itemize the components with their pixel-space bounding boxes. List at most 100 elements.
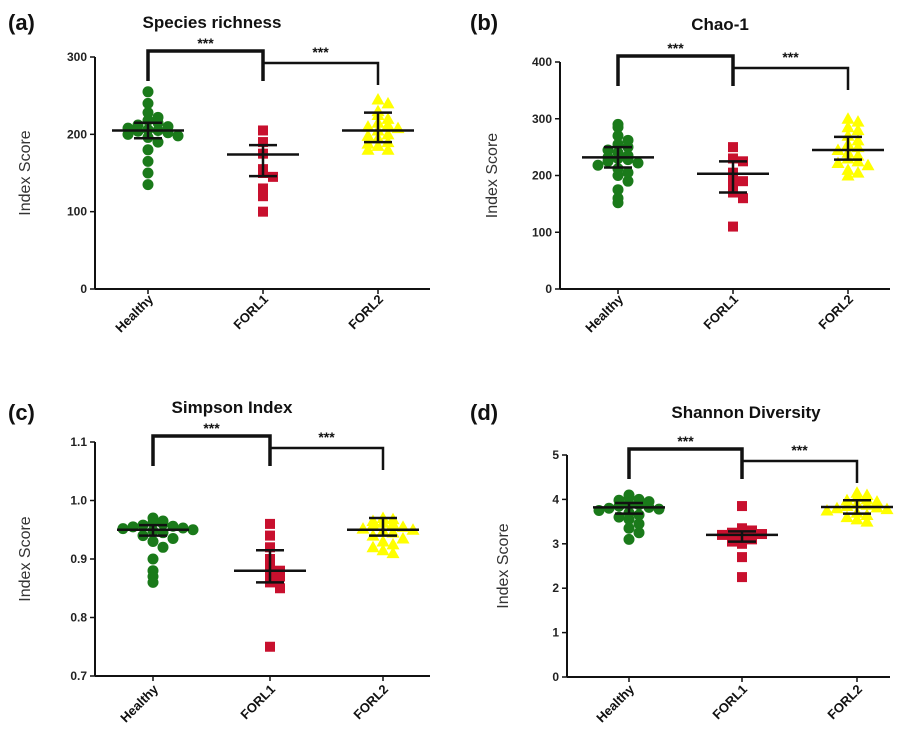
- data-point: [258, 125, 268, 136]
- panel-title: Shannon Diversity: [671, 403, 821, 422]
- data-point: [632, 157, 644, 169]
- data-point: [622, 154, 634, 166]
- data-point: [728, 142, 738, 153]
- panel-title: Species richness: [143, 13, 282, 32]
- data-point: [275, 583, 285, 594]
- significance-label: ***: [312, 44, 329, 60]
- data-point: [275, 571, 285, 582]
- panel-letter: (d): [470, 400, 498, 425]
- x-tick-label: Healthy: [117, 681, 161, 725]
- data-point: [737, 523, 747, 534]
- series-forl2: [812, 112, 884, 181]
- data-point: [162, 127, 174, 139]
- data-point: [860, 515, 874, 527]
- y-tick-label: 4: [552, 492, 559, 506]
- series-forl2: [342, 93, 414, 155]
- y-tick-label: 1.1: [70, 435, 87, 449]
- x-tick-label: FORL2: [824, 682, 865, 723]
- data-point: [633, 527, 645, 539]
- data-point: [147, 535, 159, 547]
- significance-brackets: *** ***: [151, 420, 385, 470]
- data-point: [381, 112, 395, 124]
- significance-brackets: *** ***: [146, 35, 380, 85]
- data-point: [612, 121, 624, 133]
- data-point: [612, 197, 624, 209]
- series-healthy: [582, 118, 654, 209]
- x-tick-label: FORL1: [237, 682, 278, 723]
- series-forl2: [820, 486, 894, 527]
- data-point: [653, 503, 665, 515]
- data-point: [356, 522, 370, 534]
- data-point: [361, 129, 375, 141]
- x-tick-label: FORL2: [350, 682, 391, 723]
- data-point: [371, 93, 385, 105]
- y-tick-label: 300: [532, 112, 552, 126]
- data-point: [612, 184, 624, 196]
- data-point: [851, 133, 865, 146]
- series-forl1: [234, 518, 306, 652]
- data-point: [142, 97, 154, 109]
- y-tick-label: 2: [552, 581, 559, 595]
- y-tick-label: 3: [552, 537, 559, 551]
- data-point: [361, 143, 375, 155]
- data-point: [622, 167, 634, 179]
- data-point: [880, 502, 894, 515]
- significance-label: ***: [677, 433, 694, 449]
- data-point: [396, 532, 410, 544]
- significance-label: ***: [203, 420, 220, 436]
- data-point: [381, 143, 395, 155]
- data-point: [612, 130, 624, 142]
- x-tick-label: Healthy: [582, 291, 626, 335]
- data-point: [361, 120, 375, 132]
- data-point: [258, 183, 268, 194]
- data-point: [142, 144, 154, 156]
- y-axis-label: Index Score: [17, 516, 34, 601]
- bracket-forl1-forl2: [742, 459, 859, 483]
- series-forl1: [706, 501, 778, 583]
- x-tick-label: FORL1: [709, 682, 750, 723]
- x-tick-label: FORL2: [345, 292, 386, 333]
- panel-letter: (c): [8, 400, 35, 425]
- significance-label: ***: [782, 49, 799, 65]
- x-tick-label: Healthy: [593, 681, 637, 725]
- bracket-forl1-forl2: [733, 66, 850, 90]
- data-point: [623, 533, 635, 545]
- data-point: [861, 158, 875, 171]
- data-point: [841, 120, 855, 133]
- data-point: [612, 170, 624, 181]
- data-point: [381, 127, 395, 140]
- data-point: [633, 518, 645, 530]
- data-point: [265, 641, 275, 652]
- data-point: [851, 166, 865, 178]
- data-point: [187, 524, 199, 536]
- series-forl1: [227, 125, 299, 217]
- y-tick-label: 1.0: [70, 494, 87, 508]
- data-point: [623, 513, 635, 525]
- panel-title: Simpson Index: [172, 398, 293, 417]
- y-tick-label: 0: [552, 670, 559, 684]
- data-point: [142, 155, 154, 167]
- y-axis-label: Index Score: [484, 133, 501, 218]
- bracket-forl1-forl2: [263, 61, 380, 85]
- data-point: [265, 542, 275, 553]
- x-tick-label: FORL1: [700, 292, 741, 333]
- y-tick-label: 0.7: [70, 669, 87, 683]
- data-point: [258, 191, 268, 202]
- series-forl2: [347, 511, 420, 559]
- data-point: [728, 153, 738, 164]
- data-point: [376, 543, 390, 556]
- data-point: [142, 167, 154, 179]
- significance-label: ***: [791, 442, 808, 458]
- series-healthy: [117, 512, 199, 588]
- data-point: [737, 552, 747, 563]
- x-tick-label: FORL1: [230, 292, 271, 333]
- panel-letter: (a): [8, 10, 35, 35]
- bracket-forl1-forl2: [270, 446, 385, 470]
- y-tick-label: 100: [532, 225, 552, 239]
- data-point: [851, 123, 865, 136]
- y-tick-label: 400: [532, 55, 552, 69]
- bracket-healthy-forl1: [151, 434, 272, 466]
- data-point: [386, 537, 400, 550]
- y-tick-label: 5: [552, 448, 559, 462]
